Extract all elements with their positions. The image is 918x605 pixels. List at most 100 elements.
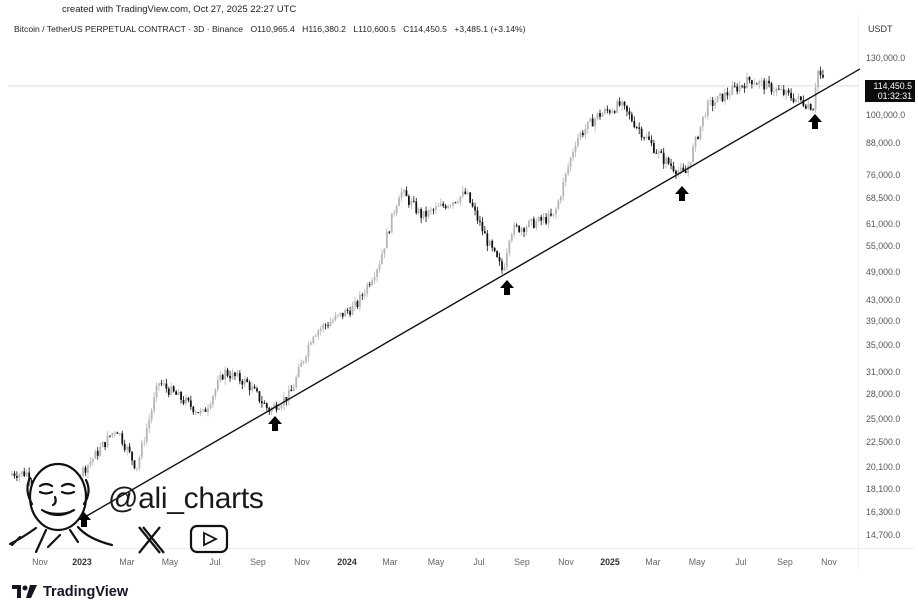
candle-body	[665, 157, 668, 164]
candle-body	[246, 379, 249, 383]
candle-body	[601, 113, 604, 117]
candle-body	[307, 344, 310, 357]
candle-body	[312, 336, 315, 343]
candle-body	[648, 136, 650, 140]
candle-body	[476, 210, 479, 221]
candle-body	[564, 173, 567, 182]
candle-body	[155, 385, 158, 398]
price-tick: 130,000.0	[866, 53, 906, 63]
candle-body	[65, 491, 67, 494]
ohlc-close: C114,450.5	[403, 24, 447, 34]
candle-body	[52, 503, 55, 508]
candle-body	[520, 228, 523, 233]
currency-label[interactable]: USDT	[868, 24, 893, 34]
price-tick: 18,100.0	[866, 484, 901, 495]
candle-body	[290, 389, 293, 392]
candle-body	[817, 70, 819, 88]
support-trendline[interactable]	[85, 68, 861, 517]
candle-body	[552, 213, 555, 216]
ohlc-high: H116,380.2	[302, 24, 346, 34]
candle-body	[339, 312, 342, 315]
candle-body	[62, 491, 65, 494]
candle-body	[273, 404, 276, 408]
candle-body	[530, 218, 533, 221]
candle-body	[398, 197, 400, 207]
candle-body	[461, 191, 464, 197]
candle-body	[645, 136, 648, 138]
candle-body	[773, 91, 775, 93]
candle-body	[403, 190, 405, 192]
candle-body	[420, 209, 423, 218]
candle-body	[780, 89, 783, 91]
candle-body	[177, 391, 180, 395]
candle-body	[594, 118, 596, 127]
candle-body	[165, 383, 168, 389]
candle-body	[295, 377, 298, 388]
candle-body	[221, 374, 224, 380]
candle-body	[383, 248, 386, 254]
price-tick: 22,500.0	[866, 436, 901, 447]
candle-body	[99, 447, 102, 456]
candle-body	[562, 181, 565, 197]
candle-body	[584, 129, 587, 136]
candle-body	[704, 115, 707, 117]
candle-body	[376, 269, 378, 277]
candle-body	[118, 433, 121, 435]
candle-body	[616, 101, 619, 113]
candle-body	[535, 221, 538, 228]
candle-body	[792, 98, 795, 102]
price-axis-divider	[858, 14, 859, 570]
candle-body	[356, 301, 359, 307]
candle-body	[67, 490, 70, 492]
candle-body	[327, 325, 329, 327]
candle-body	[604, 109, 606, 114]
last-price-label: 114,450.5 01:32:31	[865, 80, 915, 102]
candle-body	[204, 409, 207, 412]
candle-body	[755, 83, 758, 85]
candle-body	[363, 293, 366, 296]
candle-body	[57, 500, 60, 504]
tradingview-logo[interactable]: TradingView	[12, 584, 128, 600]
candle-body	[623, 101, 626, 106]
price-tick: 88,000.0	[866, 138, 901, 149]
candle-body	[608, 110, 611, 113]
candle-body	[643, 137, 645, 139]
time-tick: 2024	[337, 557, 357, 567]
candle-body	[586, 121, 589, 130]
candle-body	[496, 251, 498, 258]
symbol-title[interactable]: Bitcoin / TetherUS PERPETUAL CONTRACT · …	[14, 24, 244, 34]
candle-body	[515, 225, 518, 226]
candle-body	[378, 264, 381, 270]
candle-body	[655, 152, 658, 154]
candle-body	[197, 412, 200, 414]
candle-body	[550, 213, 552, 216]
candle-body	[94, 450, 97, 459]
candle-body	[731, 86, 734, 95]
candle-body	[114, 432, 116, 434]
candle-body	[787, 90, 790, 93]
candle-body	[684, 170, 687, 174]
candle-body	[207, 408, 209, 412]
candle-body	[224, 369, 227, 380]
candle-body	[748, 77, 751, 81]
candle-body	[741, 85, 743, 87]
candle-body	[523, 228, 525, 232]
candle-body	[216, 380, 219, 390]
candle-body	[770, 83, 773, 93]
time-tick: Nov	[32, 557, 48, 567]
candle-body	[660, 151, 663, 153]
candle-body	[728, 94, 731, 96]
candle-body	[388, 231, 391, 233]
candle-body	[160, 383, 163, 385]
candle-body	[400, 191, 403, 198]
candle-body	[439, 203, 442, 207]
arrow-up-icon	[675, 186, 689, 201]
time-tick: Nov	[558, 557, 574, 567]
candle-body	[91, 458, 94, 462]
candle-body	[432, 209, 435, 211]
candle-body	[459, 196, 462, 203]
candle-body	[253, 386, 256, 389]
price-tick: 43,000.0	[866, 295, 901, 306]
candle-body	[581, 132, 584, 136]
